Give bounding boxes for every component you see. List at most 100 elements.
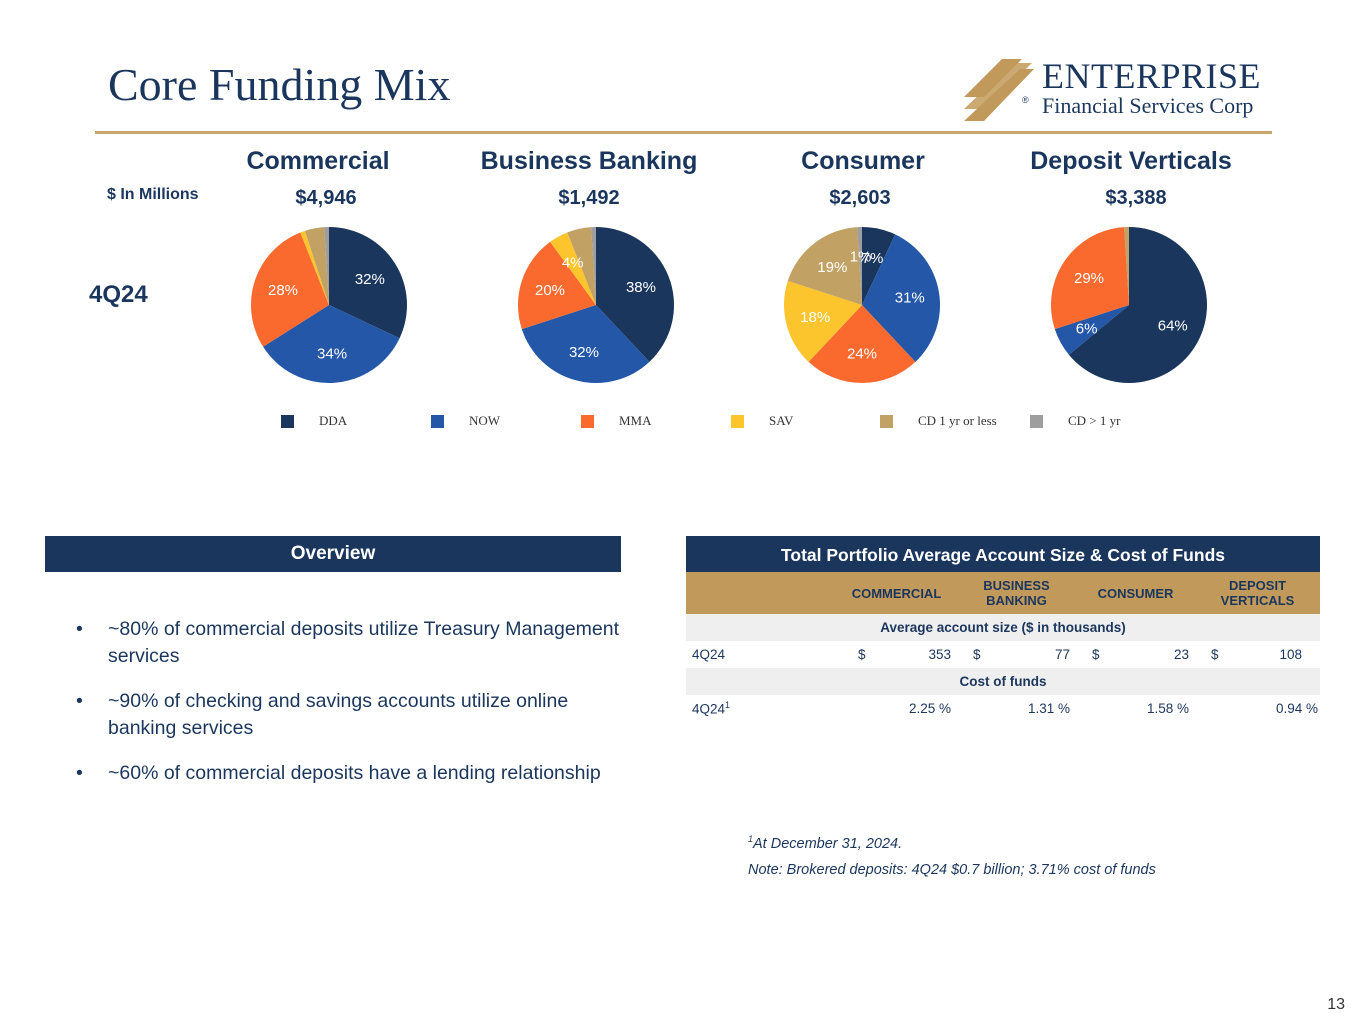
- logo-subtitle: Financial Services Corp: [1042, 93, 1254, 118]
- cell-value: 23: [1173, 647, 1189, 662]
- legend-label-sav: SAV: [769, 413, 794, 428]
- cell-value: 353: [928, 647, 951, 662]
- legend-label-cd-long: CD > 1 yr: [1068, 413, 1121, 428]
- logo-mark-icon: [964, 59, 1034, 121]
- section-label: Cost of funds: [686, 668, 1320, 695]
- table-row: 4Q241 2.25 % 1.31 % 1.58 % 0.94 %: [686, 695, 1320, 722]
- pie-slice-sav: [300, 230, 329, 305]
- pie-slice-mma: [251, 232, 329, 347]
- table-section-row: Cost of funds: [686, 668, 1320, 695]
- table-cell: $77: [957, 641, 1076, 668]
- pie-chart-deposit-verticals: 64% 6% 29%: [1051, 227, 1207, 383]
- cell-value: 0.94 %: [1275, 701, 1318, 716]
- overview-list: • ~80% of commercial deposits utilize Tre…: [70, 616, 630, 805]
- chart-total-consumer: $2,603: [829, 187, 891, 209]
- header-divider: [95, 131, 1272, 134]
- chart-title-deposit-verticals: Deposit Verticals: [1030, 147, 1232, 175]
- chart-legend: DDA NOW MMA SAV CD 1 yr or less CD > 1 y…: [281, 413, 1181, 431]
- pie-data-label: 64%: [1158, 318, 1188, 335]
- legend-label-now: NOW: [469, 413, 501, 428]
- pie-data-label: 34%: [317, 345, 347, 362]
- overview-bullet: • ~60% of commercial deposits have a lend…: [70, 760, 630, 787]
- row-label-text: 4Q24: [692, 701, 726, 717]
- table-cell: $108: [1195, 641, 1320, 668]
- pie-slice-cd-1-yr-or-less: [567, 227, 596, 305]
- logo-name: ENTERPRISE: [1042, 56, 1262, 96]
- pie-slice-dda: [1068, 227, 1207, 383]
- cell-value: 108: [1279, 647, 1302, 662]
- pie-slice-sav: [784, 280, 862, 362]
- overview-bullet-text: ~60% of commercial deposits have a lendi…: [108, 762, 601, 784]
- row-label: 4Q24: [692, 647, 726, 662]
- pie-data-label: 28%: [268, 282, 298, 299]
- pie-chart-business-banking: 38% 32% 20% 4%: [518, 227, 674, 383]
- pie-slice-cd-1-yr-or-less: [304, 227, 329, 305]
- bullet-icon: •: [76, 690, 83, 712]
- overview-bullet-text: ~90% of checking and savings accounts ut…: [108, 690, 569, 739]
- pie-slice-now: [1054, 305, 1129, 355]
- cell-value: 1.31 %: [1027, 701, 1070, 716]
- table-heading: Total Portfolio Average Account Size & C…: [686, 536, 1320, 572]
- pie-slice-cd-1-yr: [857, 227, 862, 305]
- footnote-text: At December 31, 2024.: [753, 835, 903, 852]
- pie-slice-now: [263, 305, 400, 383]
- cell-value: 1.58 %: [1146, 701, 1189, 716]
- units-label: $ In Millions: [107, 186, 199, 203]
- legend-swatch-cd-long: [1030, 415, 1043, 428]
- pie-slice-dda: [596, 227, 674, 362]
- pie-slice-sav: [550, 232, 596, 305]
- currency-symbol: $: [1211, 647, 1219, 662]
- pie-slice-now: [862, 234, 940, 362]
- cell-value: 2.25 %: [908, 701, 951, 716]
- legend-label-dda: DDA: [319, 413, 348, 428]
- footnote-marker: 1: [748, 834, 754, 844]
- pie-chart-commercial: 32% 34% 28%: [251, 227, 407, 383]
- legend-swatch-sav: [731, 415, 744, 428]
- bullet-icon: •: [76, 762, 83, 784]
- pie-data-label: 32%: [355, 271, 385, 288]
- chart-title-commercial: Commercial: [246, 147, 390, 175]
- pie-chart-consumer: 7% 31% 24% 18% 19%1%: [784, 227, 940, 383]
- pie-data-label: 20%: [535, 282, 565, 299]
- pie-data-label: 24%: [847, 345, 877, 362]
- overview-bullet-text: ~80% of commercial deposits utilize Trea…: [108, 618, 620, 667]
- overview-heading: Overview: [45, 536, 621, 572]
- table-header-empty: [686, 572, 836, 614]
- bullet-icon: •: [76, 618, 83, 640]
- overview-bullet: • ~90% of checking and savings accounts u…: [70, 688, 630, 742]
- legend-label-cd-short: CD 1 yr or less: [918, 413, 997, 428]
- pie-slice-dda: [862, 227, 896, 305]
- table-header-row: COMMERCIAL BUSINESS BANKING CONSUMER DEP…: [686, 572, 1320, 614]
- cost-of-funds-table: COMMERCIAL BUSINESS BANKING CONSUMER DEP…: [686, 572, 1320, 722]
- table-section-row: Average account size ($ in thousands): [686, 614, 1320, 641]
- currency-symbol: $: [1092, 647, 1100, 662]
- column-header: CONSUMER: [1076, 572, 1195, 614]
- cell-value: 77: [1054, 647, 1070, 662]
- page-title: Core Funding Mix: [108, 59, 451, 110]
- chart-title-business-banking: Business Banking: [480, 147, 698, 175]
- pie-data-label: 32%: [569, 344, 599, 361]
- column-header: DEPOSIT VERTICALS: [1195, 572, 1320, 614]
- pie-data-label: 6%: [1076, 320, 1098, 337]
- column-header: COMMERCIAL: [836, 572, 957, 614]
- footnote-1: 1At December 31, 2024.: [748, 834, 902, 852]
- pie-slice-cd-1-yr-or-less: [787, 227, 862, 305]
- pie-slice-cd-1-yr: [324, 227, 329, 305]
- chart-total-deposit-verticals: $3,388: [1105, 187, 1167, 209]
- pie-data-label: 4%: [562, 255, 584, 272]
- pie-slice-cd-1-yr-or-less: [1124, 227, 1129, 305]
- column-header: BUSINESS BANKING: [957, 572, 1076, 614]
- pie-slice-mma: [808, 305, 916, 383]
- pie-data-label: 29%: [1074, 270, 1104, 287]
- pie-slice-mma: [1051, 227, 1129, 330]
- pie-data-label: 38%: [626, 279, 656, 296]
- chart-title-consumer: Consumer: [801, 147, 925, 175]
- pie-data-label: 7%: [862, 250, 884, 267]
- chart-total-business-banking: $1,492: [558, 187, 620, 209]
- footnote-note: Note: Brokered deposits: 4Q24 $0.7 billi…: [748, 862, 1156, 878]
- pie-slice-cd-1-yr: [591, 227, 596, 305]
- legend-label-mma: MMA: [619, 413, 652, 428]
- section-label: Average account size ($ in thousands): [686, 614, 1320, 641]
- logo-registered-mark: ®: [1022, 95, 1029, 105]
- pie-data-label: 19%: [817, 259, 847, 276]
